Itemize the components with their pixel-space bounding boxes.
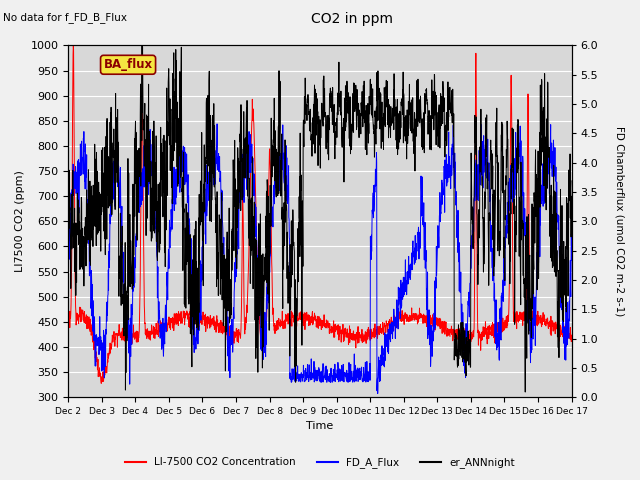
Text: CO2 in ppm: CO2 in ppm bbox=[311, 12, 393, 26]
Text: BA_flux: BA_flux bbox=[104, 58, 152, 71]
Text: No data for f_FD_B_Flux: No data for f_FD_B_Flux bbox=[3, 12, 127, 23]
X-axis label: Time: Time bbox=[307, 421, 333, 432]
Y-axis label: LI7500 CO2 (ppm): LI7500 CO2 (ppm) bbox=[15, 170, 25, 272]
Y-axis label: FD Chamberflux (umol CO2 m-2 s-1): FD Chamberflux (umol CO2 m-2 s-1) bbox=[615, 126, 625, 316]
Legend: LI-7500 CO2 Concentration, FD_A_Flux, er_ANNnight: LI-7500 CO2 Concentration, FD_A_Flux, er… bbox=[121, 453, 519, 472]
